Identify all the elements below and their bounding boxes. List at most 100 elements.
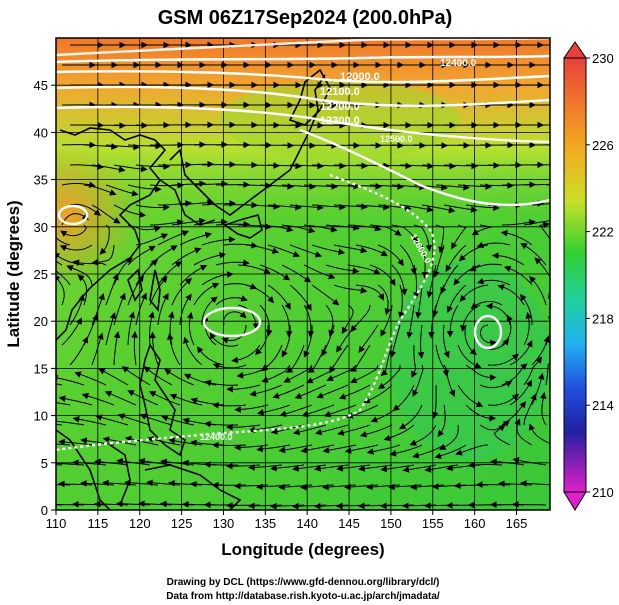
streamline <box>215 261 244 266</box>
streamline-arrow <box>475 481 483 488</box>
streamline <box>297 504 327 507</box>
streamline-arrow <box>283 376 291 383</box>
streamline <box>64 441 93 446</box>
colorbar-top-arrow <box>563 41 587 59</box>
streamline-arrow <box>148 391 157 398</box>
streamline <box>497 255 525 266</box>
streamline <box>449 284 467 308</box>
streamline-arrow <box>255 483 263 491</box>
streamline-arrow <box>425 244 433 252</box>
yellow-green-patch <box>220 80 460 160</box>
streamline <box>444 424 459 448</box>
streamline <box>479 324 491 344</box>
streamline-arrow <box>164 368 172 376</box>
streamline-arrow <box>493 204 501 212</box>
streamline-arrow <box>314 465 322 472</box>
streamline <box>91 298 103 326</box>
streamline <box>100 461 129 466</box>
streamline <box>174 482 203 486</box>
streamline <box>188 317 195 346</box>
streamline <box>418 284 423 313</box>
streamline-arrow <box>37 440 42 445</box>
streamline-arrow <box>270 464 278 472</box>
streamline <box>539 224 550 240</box>
streamline-arrow <box>438 443 447 450</box>
streamline-arrow <box>239 311 247 319</box>
streamline-arrow <box>102 436 110 443</box>
streamline-arrow <box>267 296 275 304</box>
streamline <box>79 373 107 386</box>
streamline <box>298 464 327 469</box>
streamline-arrow <box>209 332 216 340</box>
streamline <box>189 376 217 386</box>
colorbar-ticks: 230 226 222 218 214 210 <box>586 51 614 500</box>
streamline <box>130 482 159 486</box>
streamline-arrow <box>360 287 368 294</box>
streamline-arrow <box>203 501 211 509</box>
chart-title: GSM 06Z17Sep2024 (200.0hPa) <box>158 7 453 29</box>
streamline-arrow <box>292 428 301 436</box>
streamline-arrow <box>168 437 176 445</box>
streamline <box>135 204 164 208</box>
streamline-arrow <box>303 350 310 358</box>
streamline <box>83 184 112 194</box>
streamline <box>523 317 530 346</box>
streamline-arrow <box>470 302 478 310</box>
streamline-arrow <box>330 225 338 233</box>
streamline <box>350 444 379 452</box>
streamline-arrow <box>314 251 323 258</box>
streamline-arrow <box>203 420 211 428</box>
streamline-arrow <box>392 404 400 412</box>
streamline-arrow <box>131 331 138 338</box>
streamline <box>284 484 313 488</box>
streamline <box>377 164 407 167</box>
streamline <box>135 298 145 326</box>
streamline-arrow <box>451 242 458 250</box>
streamline <box>262 484 291 488</box>
streamline-arrow <box>137 500 145 508</box>
streamline <box>281 224 310 231</box>
streamline <box>56 260 63 266</box>
streamline <box>245 244 274 252</box>
streamline <box>289 284 310 306</box>
streamline <box>171 183 201 186</box>
streamline <box>57 255 85 266</box>
y-tick-label: 25 <box>34 267 48 282</box>
streamline <box>69 341 86 366</box>
streamline <box>333 284 362 291</box>
streamline-arrow <box>242 259 250 266</box>
streamline <box>56 377 85 386</box>
streamline <box>372 484 401 488</box>
streamline <box>255 384 283 395</box>
x-tick-label: 145 <box>338 516 360 531</box>
streamline-arrow <box>143 366 151 373</box>
streamline-arrow <box>115 500 123 508</box>
streamline <box>83 319 96 346</box>
streamline <box>210 382 239 386</box>
streamline <box>254 464 283 468</box>
streamline-arrow <box>411 370 418 379</box>
streamline-arrow <box>37 241 44 248</box>
x-tick-label: 130 <box>213 516 235 531</box>
streamline-arrow <box>397 258 404 267</box>
streamline-arrow <box>163 204 170 211</box>
streamline-arrow <box>424 466 432 473</box>
streamline <box>154 393 181 406</box>
streamline <box>430 464 459 470</box>
streamline <box>259 304 270 331</box>
streamline <box>551 297 554 325</box>
streamline <box>482 242 511 246</box>
streamline-arrow <box>56 274 61 282</box>
streamline <box>541 397 547 426</box>
streamline-arrow <box>463 183 471 191</box>
streamline <box>531 203 550 206</box>
streamline-arrow <box>426 291 434 299</box>
contour-label: 12100.0 <box>320 86 360 98</box>
streamline <box>443 204 472 211</box>
streamline <box>158 202 186 206</box>
streamline-arrow <box>292 465 300 472</box>
streamline-arrow <box>300 446 308 454</box>
colorbar-scale <box>563 57 587 493</box>
streamline <box>493 428 511 446</box>
